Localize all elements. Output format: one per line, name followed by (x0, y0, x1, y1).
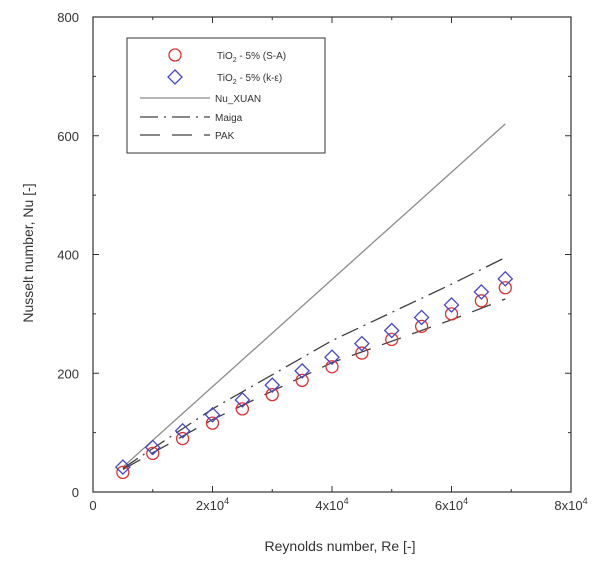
legend-swatch-diamond (167, 69, 183, 85)
axis-ticks: 0 2x104 4x104 6x104 8x104 0 200 400 600 800 (57, 10, 587, 513)
x-tick-exponent: 4 (463, 496, 468, 506)
legend-subscript: 2 (233, 57, 237, 64)
y-axis-title: Nusselt number, Nu [-] (20, 183, 36, 322)
x-tick-label: 0 (89, 498, 96, 513)
data-point-circle (116, 465, 130, 480)
series-line-pak (122, 298, 506, 470)
data-point-circle (414, 319, 429, 333)
data-point-circle (444, 307, 459, 321)
data-point-diamond (383, 322, 400, 339)
data-point-circle (265, 387, 279, 402)
legend-label-rest: - 5% (S-A) (237, 51, 286, 62)
y-tick-label: 0 (72, 485, 79, 500)
legend-label: Nu_XUAN (215, 94, 261, 105)
legend-swatch-circle (168, 48, 182, 62)
x-tick-label: 6x104 (435, 496, 468, 513)
data-point-diamond (324, 349, 340, 366)
data-point-diamond (443, 297, 460, 313)
y-tick-label: 400 (57, 248, 79, 263)
legend-entry: Nu_XUAN (140, 94, 261, 105)
data-point-circle (146, 446, 160, 461)
x-tick-exponent: 4 (344, 496, 349, 506)
data-point-diamond (473, 283, 490, 300)
data-point-diamond (114, 459, 131, 475)
series-lines (122, 123, 506, 470)
x-tick-label: 2x104 (196, 496, 229, 513)
data-point-circle (235, 402, 250, 416)
data-point-circle (175, 431, 190, 446)
series-line-nu-xuan (122, 123, 506, 468)
data-point-circle (498, 281, 512, 295)
x-tick-label: 8x104 (554, 496, 587, 513)
x-tick-exponent: 4 (583, 496, 588, 506)
legend-label-rest: - 5% (k-ε) (237, 73, 283, 84)
y-tick-label: 200 (57, 366, 79, 381)
y-tick-label: 600 (57, 129, 79, 144)
data-point-diamond (353, 335, 370, 352)
data-point-circle (474, 294, 489, 308)
x-tick-exponent: 4 (224, 496, 229, 506)
legend-subscript: 2 (233, 79, 237, 86)
data-point-diamond (144, 439, 161, 456)
data-point-diamond (204, 406, 221, 423)
series-line-maiga (122, 256, 506, 469)
legend-label: PAK (215, 131, 235, 142)
data-point-diamond (294, 362, 311, 379)
data-point-diamond (497, 270, 514, 287)
legend-box (126, 37, 326, 154)
y-tick-label: 800 (57, 10, 79, 25)
legend: TiO2 - 5% (S-A)TiO2 - 5% (k-ε)Nu_XUANMai… (126, 37, 326, 154)
x-tick-label: 4x104 (315, 496, 348, 513)
data-point-diamond (264, 377, 281, 394)
data-point-circle (205, 416, 220, 430)
data-point-circle (325, 360, 339, 374)
legend-entry: PAK (140, 131, 235, 142)
data-point-diamond (174, 422, 191, 439)
legend-entry: Maiga (140, 113, 243, 124)
data-point-circle (295, 373, 309, 388)
data-point-diamond (234, 392, 251, 408)
series-markers (114, 270, 514, 480)
legend-label: Maiga (215, 113, 243, 124)
data-point-circle (355, 346, 369, 360)
x-axis-title: Reynolds number, Re [-] (265, 538, 416, 554)
data-point-diamond (413, 309, 430, 326)
data-point-circle (385, 332, 399, 347)
